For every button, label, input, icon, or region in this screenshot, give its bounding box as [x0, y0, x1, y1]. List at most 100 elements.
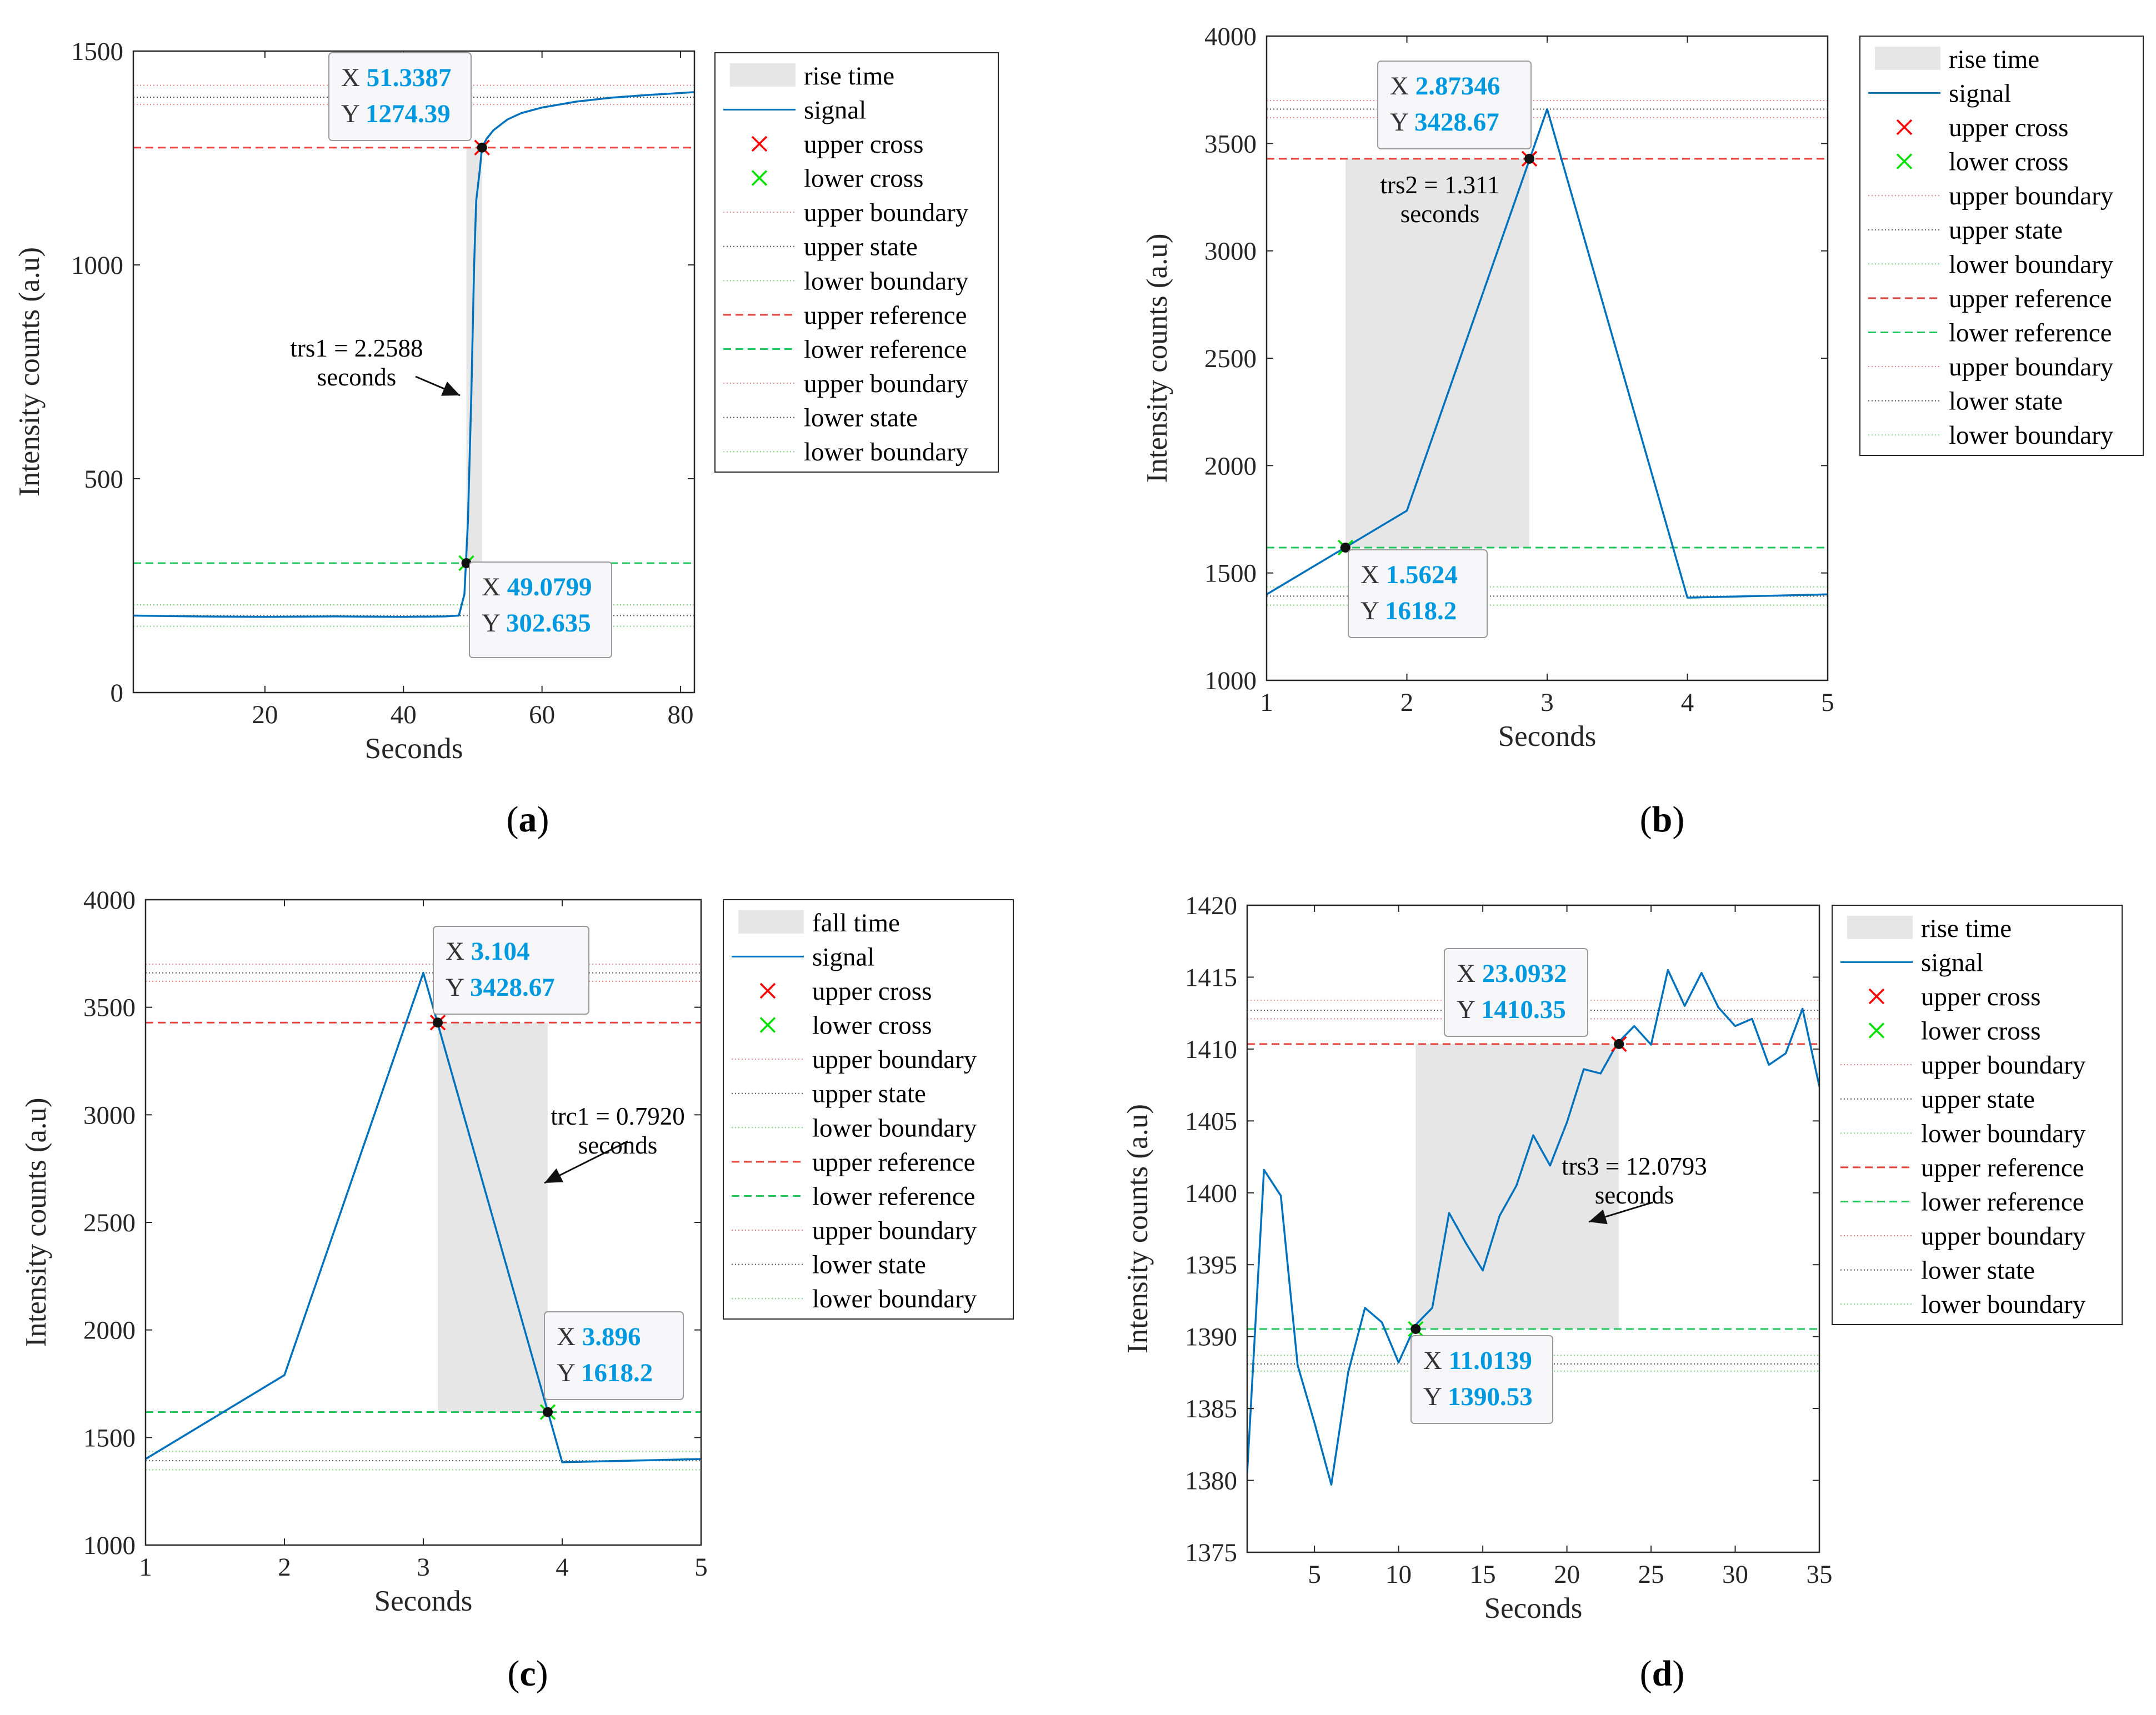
panel-d-datatip-y-value: 1390.53 [1448, 1382, 1533, 1411]
panel-b-caption: (b) [1640, 799, 1685, 840]
panel-b-legend-item: lower cross [1896, 148, 2068, 177]
panel-c-legend-swatch [759, 1017, 776, 1033]
panel-b-legend: rise time signal upper cross lower cross upp… [1859, 36, 2144, 456]
panel-b-ytick-label: 1000 [1204, 666, 1257, 695]
panel-a-legend-label: upper state [804, 233, 918, 262]
panel-c-legend-label: lower cross [812, 1011, 932, 1040]
panel-b-datatip-y-row: Y 1618.2 [1360, 596, 1457, 625]
panel-c-plot-area [146, 964, 701, 1471]
panel-b-legend-item: lower boundary [1868, 250, 2114, 279]
panel-a-xtick-label: 60 [529, 700, 555, 729]
panel-c-caption: (c) [507, 1653, 548, 1694]
panel-b-legend-item: lower boundary [1868, 421, 2114, 450]
panel-b-legend-item: upper boundary [1868, 182, 2114, 210]
panel-c-legend-label: upper boundary [812, 1216, 977, 1245]
panel-b-legend-label: upper cross [1949, 113, 2068, 142]
panel-b-ytick-label: 3500 [1204, 129, 1257, 158]
panel-c-legend-label: upper reference [812, 1148, 976, 1177]
panel-c-datatip-box [433, 926, 589, 1015]
panel-b-legend-item: upper reference [1868, 284, 2112, 313]
panel-d-datatip-box [1444, 948, 1588, 1037]
panel-a-legend-label: upper boundary [804, 198, 969, 227]
panel-b-xtick-label: 2 [1400, 688, 1414, 717]
panel-b-ytick-label: 3000 [1204, 237, 1257, 266]
panel-b-legend-label: signal [1949, 79, 2011, 108]
panel-c-ytick-label: 2000 [83, 1316, 136, 1345]
panel-d-xtick-label: 25 [1638, 1560, 1664, 1589]
panel-d-xtick-label: 35 [1807, 1560, 1833, 1589]
panel-d-legend-swatch-stroke-2 [1868, 1022, 1885, 1039]
panel-c-ytick-label: 1000 [83, 1531, 136, 1560]
panel-d-legend-item: signal [1840, 948, 1983, 977]
panel-d-legend-item: lower state [1840, 1256, 2035, 1285]
panel-d-legend-label: upper reference [1921, 1154, 2084, 1182]
panel-d-legend-swatch-stroke-2 [1868, 988, 1885, 1005]
panel-a-legend-item: upper reference [723, 301, 967, 330]
panel-d-legend-label: lower cross [1921, 1017, 2040, 1046]
panel-c-ytick-label: 3500 [83, 994, 136, 1022]
panel-b-datatip-x-label: X [1390, 72, 1415, 101]
panel-b-legend-item: upper boundary [1868, 353, 2114, 382]
panel-c-legend-swatch-stroke-2 [759, 1017, 776, 1033]
panel-d-legend-label: upper state [1921, 1085, 2035, 1114]
panel-d-legend-label: signal [1921, 948, 1983, 977]
panel-d-datatip-x-label: X [1423, 1346, 1449, 1375]
panel-c-legend-label: signal [812, 942, 874, 971]
panel-d: 5 10 15 20 25 30 35 1375 1380 1385 1390 1395 1400 140… [1122, 891, 2123, 1694]
panel-b-plot-area [1267, 100, 1828, 606]
panel-c-datatip-x-value: 3.104 [471, 937, 530, 966]
panel-b-legend-label: lower boundary [1949, 421, 2114, 450]
panel-d-legend-swatch [1868, 988, 1885, 1005]
panel-c-legend-label: lower boundary [812, 1285, 977, 1313]
panel-d-legend-swatch [1847, 915, 1913, 939]
panel-d-upper-cross-dot [1614, 1039, 1624, 1049]
panel-a-legend-item: signal [723, 96, 866, 124]
panel-a-legend-item: lower state [723, 404, 918, 433]
panel-a-ytick-label: 1500 [71, 37, 123, 66]
panel-c-annotation-arrow-head [544, 1168, 563, 1183]
panel-c-xtick-label: 4 [556, 1553, 569, 1582]
panel-b-legend-item: lower reference [1868, 318, 2112, 347]
panel-d-datatip-y-row: Y 1390.53 [1423, 1382, 1533, 1411]
panel-d-legend-label: lower reference [1921, 1187, 2084, 1216]
panel-c-signal-line [146, 971, 701, 1463]
panel-c-ytick-label: 1500 [83, 1423, 136, 1452]
panel-a-legend-item: upper boundary [723, 369, 969, 398]
panel-b-annotation-line2: seconds [1400, 200, 1479, 228]
panel-c-xtick-label: 2 [278, 1553, 291, 1582]
panel-d-datatip-x-value: 23.0932 [1482, 959, 1567, 988]
panel-b-legend-swatch-stroke-2 [1896, 119, 1913, 136]
panel-d-x-axis-label: Seconds [1484, 1592, 1583, 1624]
panel-c-legend-item: lower cross [759, 1011, 932, 1040]
panel-b-lower-cross-dot [1340, 542, 1351, 553]
panel-d-legend-item: upper reference [1840, 1154, 2084, 1182]
panel-d-ytick-label: 1385 [1185, 1395, 1237, 1423]
panel-d-legend-label: upper boundary [1921, 1222, 2086, 1251]
panel-a-y-axis-label: Intensity counts (a.u) [13, 247, 46, 497]
panel-b-datatip-y-value: 3428.67 [1414, 108, 1499, 137]
panel-a-legend-swatch [730, 63, 796, 87]
panel-b-legend-label: lower cross [1949, 148, 2068, 177]
panel-a-legend-item: lower boundary [723, 438, 969, 467]
panel-b-datatip-x-value: 2.87346 [1415, 72, 1500, 101]
panel-a-axes-box [132, 50, 696, 694]
panel-b-legend-label: rise time [1949, 45, 2039, 74]
panel-d-datatip-box [1410, 1335, 1553, 1424]
panel-c-caption-close: ) [536, 1653, 548, 1694]
panel-c-datatip-y-value: 1618.2 [581, 1358, 653, 1387]
panel-a: 20 40 60 80 0 500 1000 1500 Seconds Intensity cou… [13, 37, 999, 840]
panel-d-xtick-label: 10 [1385, 1560, 1412, 1589]
panel-c-legend-item: lower boundary [732, 1114, 977, 1142]
panel-d-caption-letter: d [1652, 1653, 1673, 1694]
panel-d-annotation-arrow-head [1589, 1209, 1608, 1225]
panel-b-xtick-label: 5 [1821, 688, 1834, 717]
panel-d-ytick-label: 1380 [1185, 1467, 1237, 1496]
panel-d-lower-cross-dot [1410, 1323, 1421, 1334]
panel-a-xtick-label: 40 [391, 700, 417, 729]
panel-a-datatip-y-label: Y [341, 99, 366, 128]
panel-b-datatip-box [1377, 61, 1532, 149]
panel-d-legend-item: upper boundary [1840, 1051, 2086, 1080]
panel-d-ytick-label: 1375 [1185, 1538, 1237, 1567]
